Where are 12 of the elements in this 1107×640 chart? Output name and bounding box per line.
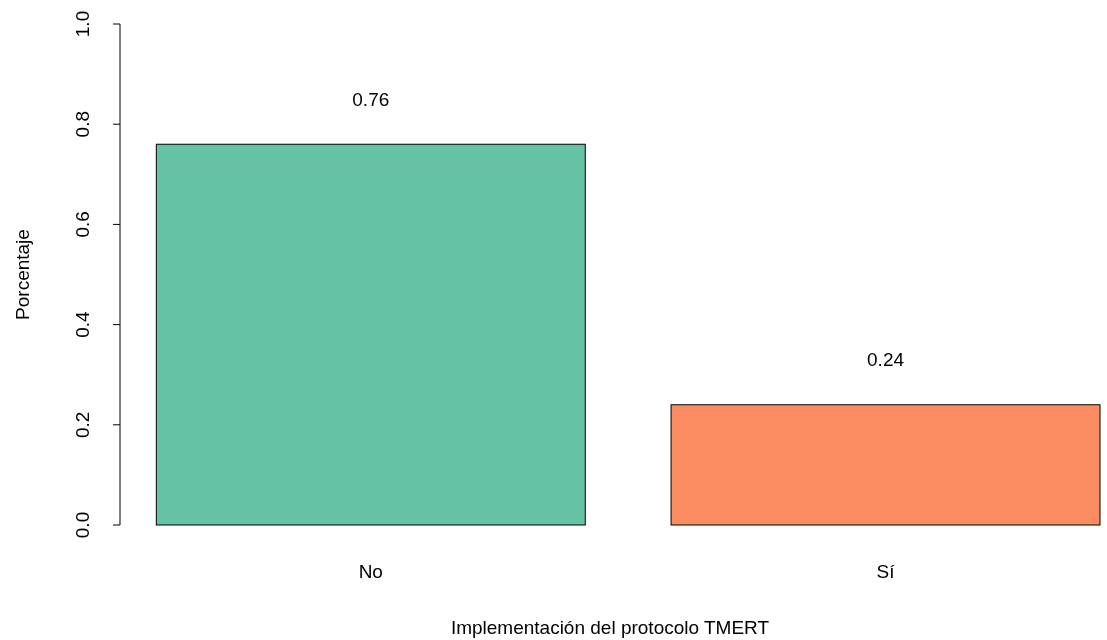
data-label: 0.76: [352, 88, 390, 110]
y-tick-label: 0.6: [71, 211, 93, 238]
x-tick-label: Sí: [876, 560, 896, 582]
y-tick-label: 0.8: [71, 110, 93, 138]
y-axis-title: Porcentaje: [11, 229, 33, 320]
x-axis-title: Implementación del protocolo TMERT: [450, 616, 770, 638]
x-tick-label: No: [358, 560, 383, 582]
y-tick-label: 0.4: [71, 310, 93, 338]
y-tick-label: 0.0: [71, 511, 93, 539]
y-tick-label: 0.2: [71, 411, 93, 439]
data-label: 0.24: [867, 349, 905, 371]
y-tick-label: 1.0: [71, 10, 93, 38]
